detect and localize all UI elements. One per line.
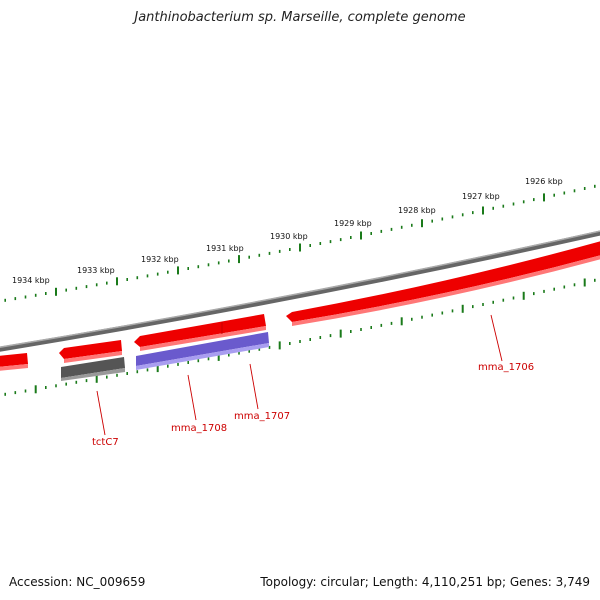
kbp-label-1928: 1928 kbp — [398, 206, 436, 215]
accession-text: Accession: NC_009659 — [9, 575, 146, 589]
gene-label-tctC7[interactable]: tctC7 — [92, 437, 119, 448]
kbp-label-1926: 1926 kbp — [525, 177, 563, 186]
map-title: Janthinobacterium sp. Marseille, complet… — [134, 10, 466, 25]
mma-1706-leader-line — [490, 314, 503, 362]
mma-1707-leader-line — [249, 363, 259, 410]
gene-red-1933[interactable] — [59, 340, 122, 363]
gene-label-mma-1706[interactable]: mma_1706 — [478, 362, 534, 373]
gene-mma-1708[interactable] — [136, 332, 269, 370]
gene-label-mma-1708[interactable]: mma_1708 — [171, 423, 227, 434]
kbp-label-1929: 1929 kbp — [334, 219, 372, 228]
outer-tick-track — [4, 184, 596, 302]
kbp-label-1930: 1930 kbp — [270, 232, 308, 241]
inner-tick-track — [4, 278, 596, 396]
kbp-label-1933: 1933 kbp — [77, 266, 115, 275]
gene-red-1931[interactable] — [134, 314, 266, 351]
genome-summary-text: Topology: circular; Length: 4,110,251 bp… — [260, 575, 590, 589]
kbp-label-1931: 1931 kbp — [206, 244, 244, 253]
gene-tctC7[interactable] — [61, 357, 125, 381]
gene-label-mma-1707[interactable]: mma_1707 — [234, 411, 290, 422]
kbp-label-1932: 1932 kbp — [141, 255, 179, 264]
tctC7-leader-line — [96, 390, 106, 436]
gene-mma-1706[interactable] — [286, 240, 600, 326]
kbp-label-1934: 1934 kbp — [12, 276, 50, 285]
genome-backbone — [0, 230, 600, 352]
genome-backbone-highlight — [0, 230, 600, 348]
gene-left-edge[interactable] — [0, 353, 28, 371]
mma-1708-leader-line — [187, 374, 197, 421]
kbp-label-1927: 1927 kbp — [462, 192, 500, 201]
